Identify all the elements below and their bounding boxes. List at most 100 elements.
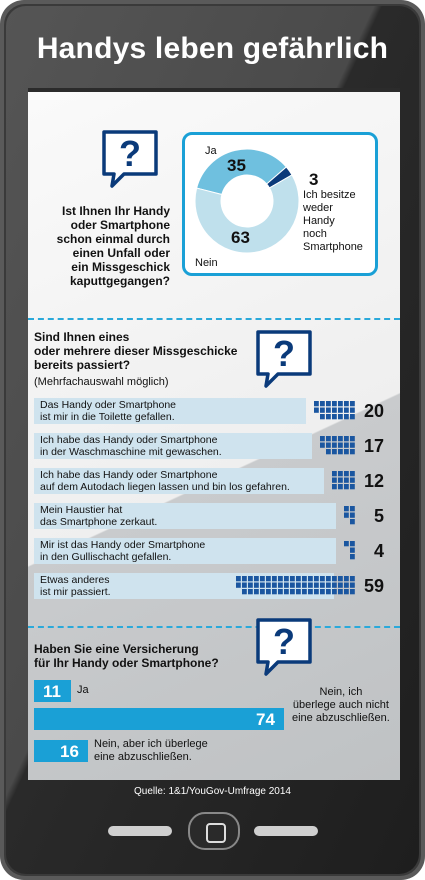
bar-unit (284, 582, 289, 588)
bar-unit (344, 576, 349, 582)
bar-unit (290, 582, 295, 588)
pie-other-line: Handy (303, 215, 335, 227)
bar-unit (332, 449, 337, 455)
bar-unit (320, 582, 325, 588)
phone-screen: ? Ist Ihnen Ihr Handy oder Smartphone scho… (28, 92, 400, 780)
bar-row: Mein Haustier hat das Smartphone zerkaut.… (34, 503, 384, 529)
pie-label-ja: Ja (205, 145, 217, 157)
bar-label: Mir ist das Handy oder Smartphone in den … (40, 539, 205, 563)
bar-row: Ich habe das Handy oder Smartphone auf de… (34, 468, 384, 494)
bar-value: 17 (363, 436, 384, 456)
bar-unit (332, 442, 337, 448)
insurance-label-line: überlege auch nicht (292, 699, 389, 711)
bar-unit (350, 414, 355, 420)
bar-unit (326, 582, 331, 588)
pie-label-nein: Nein (195, 257, 218, 269)
bar-value: 12 (363, 471, 384, 491)
bar-unit (350, 471, 355, 477)
bar-unit (338, 582, 343, 588)
bar-unit (308, 576, 313, 582)
bar-unit (338, 589, 343, 595)
bar-unit (248, 576, 253, 582)
bar-unit (296, 589, 301, 595)
bar-unit (326, 407, 331, 413)
bar-unit (338, 401, 343, 407)
bar-label-line: Ich habe das Handy oder Smartphone (40, 469, 218, 481)
bar-background (34, 398, 306, 424)
bar-unit (320, 576, 325, 582)
bar-unit (326, 449, 331, 455)
bar-unit (350, 541, 355, 547)
bar-unit (326, 576, 331, 582)
bar-row: Etwas anderes ist mir passiert. 59 (34, 573, 384, 599)
insurance-label-line: eine abzuschließen. (292, 712, 390, 724)
bar-unit (308, 589, 313, 595)
bar-unit (344, 541, 349, 547)
bar-unit (236, 576, 241, 582)
bar-unit (326, 589, 331, 595)
bar-unit (344, 506, 349, 512)
bar-unit (344, 401, 349, 407)
bar-unit (266, 576, 271, 582)
pie-question-line: ein Missgeschick (71, 260, 170, 274)
bar-unit (338, 442, 343, 448)
insurance-bar (34, 680, 71, 702)
pie-value-label: 3 (309, 170, 318, 189)
bar-pictogram (236, 576, 355, 595)
bar-unit (320, 401, 325, 407)
bar-background (34, 538, 336, 564)
bar-unit (350, 436, 355, 442)
pie-label-other: Ich besitze weder Handy noch Smartphone (303, 189, 363, 254)
home-button (188, 812, 240, 850)
bar-unit (332, 477, 337, 483)
home-square-icon (206, 823, 226, 843)
bar-unit (344, 512, 349, 518)
bar-label: Mein Haustier hat das Smartphone zerkaut. (40, 504, 157, 528)
bar-unit (272, 589, 277, 595)
bar-row: Das Handy oder Smartphone ist mir in die … (34, 398, 384, 424)
bar-unit (344, 407, 349, 413)
bar-unit (314, 401, 319, 407)
bar-unit (314, 582, 319, 588)
bar-label: Etwas anderes ist mir passiert. (40, 574, 111, 598)
bar-unit (338, 471, 343, 477)
bar-unit (332, 589, 337, 595)
bar-unit (350, 576, 355, 582)
bar-unit (296, 576, 301, 582)
bar-unit (344, 436, 349, 442)
versicherung-question-line: für Ihr Handy oder Smartphone? (34, 656, 219, 670)
bar-unit (350, 407, 355, 413)
question-bubble-icon: ? (256, 618, 312, 676)
bar-unit (248, 589, 253, 595)
bar-label-line: Ich habe das Handy oder Smartphone (40, 434, 218, 446)
bar-unit (332, 576, 337, 582)
pie-question-line: einen Unfall oder (72, 246, 170, 260)
missgeschick-question-line: oder mehrere dieser Missgeschicke (34, 344, 238, 358)
bar-unit (350, 582, 355, 588)
bar-unit (314, 576, 319, 582)
separator (28, 626, 400, 628)
pie-other-line: weder (303, 202, 333, 214)
insurance-bar (34, 708, 284, 730)
bar-unit (266, 589, 271, 595)
pie-question-line: schon einmal durch (56, 232, 170, 246)
bar-unit (350, 442, 355, 448)
bar-unit (272, 576, 277, 582)
bar-unit (326, 442, 331, 448)
bar-unit (326, 401, 331, 407)
bar-unit (278, 589, 283, 595)
bar-label: Ich habe das Handy oder Smartphone in der… (40, 434, 222, 458)
bar-label-line: auf dem Autodach liegen lassen und bin l… (40, 481, 290, 493)
bar-label-line: in den Gullischacht gefallen. (40, 551, 172, 563)
question-mark: ? (273, 621, 295, 662)
bar-unit (338, 576, 343, 582)
page-title: Handys leben gefährlich (36, 32, 389, 65)
bar-unit (338, 407, 343, 413)
bar-unit (254, 589, 259, 595)
insurance-label-line: Ja (77, 684, 89, 696)
bar-unit (260, 589, 265, 595)
bar-label-line: ist mir passiert. (40, 586, 111, 598)
insurance-label-line: eine abzuschließen. (94, 751, 192, 763)
bar-background (34, 433, 312, 459)
bar-label: Ich habe das Handy oder Smartphone auf de… (40, 469, 290, 493)
